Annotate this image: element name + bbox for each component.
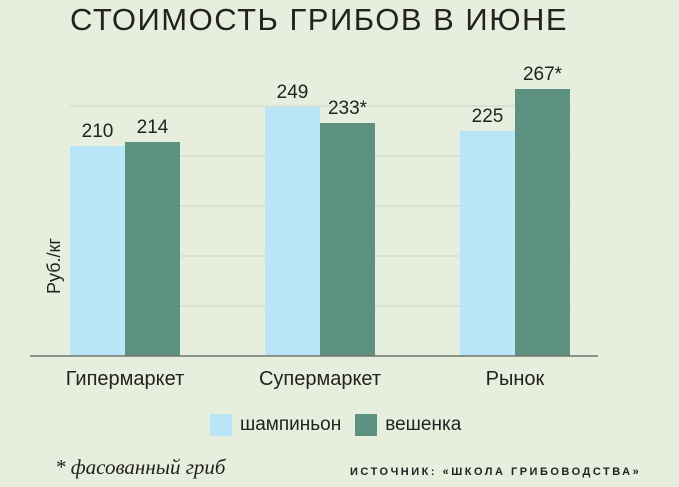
data-labels: 210 214 249 233* 225 267* [82,64,563,142]
bar-chart: 210 214 249 233* 225 267* Гипермаркет Супермар… [30,64,598,390]
data-label: 225 [472,106,504,127]
data-label: 210 [82,121,114,142]
bar-1-1 [70,146,125,356]
data-label: 267* [523,64,563,85]
footnote: * фасованный гриб [55,455,226,479]
legend-label-series-1: шампиньон [240,414,342,435]
bar-2-3 [515,89,570,356]
source-note: ИСТОЧНИК: «ШКОЛА ГРИБОВОДСТВА» [350,466,642,478]
data-label: 249 [277,82,309,103]
bar-2-2 [320,123,375,356]
x-tick-label: Рынок [486,368,545,390]
legend-item-series-1: шампиньон [210,414,341,436]
legend-swatch-series-2 [355,414,378,436]
x-tick-label: Супермаркет [259,368,381,390]
data-label: 214 [137,117,169,138]
legend-swatch-series-1 [210,414,232,436]
chart-title: СТОИМОСТЬ ГРИБОВ В ИЮНЕ [70,2,569,37]
bars [70,89,570,356]
legend: шампиньон вешенка [210,414,461,436]
y-axis-label: Руб./кг [44,238,64,294]
x-tick-labels: Гипермаркет Супермаркет Рынок [66,368,545,390]
data-label: 233* [328,98,368,119]
x-tick-label: Гипермаркет [66,368,185,390]
legend-item-series-2: вешенка [355,414,461,436]
bar-1-2 [265,107,320,356]
bar-1-3 [460,131,515,356]
bar-2-1 [125,142,180,356]
legend-label-series-2: вешенка [385,414,462,435]
